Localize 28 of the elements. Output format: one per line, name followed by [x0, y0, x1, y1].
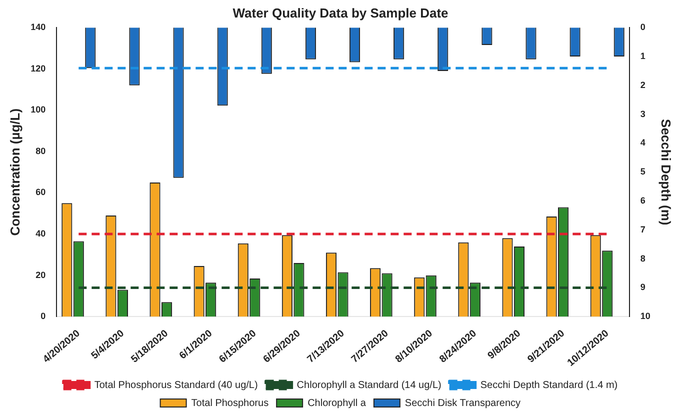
y-tick-label: 100 — [30, 104, 46, 115]
y2-tick-label: 0 — [640, 22, 646, 32]
y2-tick-label: 4 — [640, 138, 646, 148]
y2-tick-label: 1 — [640, 50, 646, 61]
y2-tick-label: 6 — [640, 196, 646, 206]
chart-title: Water Quality Data by Sample Date — [232, 5, 448, 20]
y2-tick-label: 2 — [640, 80, 646, 90]
y2-tick-label: 3 — [640, 108, 646, 119]
legend-label: Chlorophyll a Standard (14 ug/L) — [296, 380, 442, 391]
y-tick-label: 120 — [30, 63, 46, 74]
y2-axis-title: Secchi Depth (m) — [658, 119, 674, 226]
y2-tick-label: 9 — [640, 282, 646, 292]
legend-label: Chlorophyll a — [308, 398, 366, 409]
y2-tick-label: 5 — [640, 166, 646, 177]
y-axis-title: Concentration (µg/L) — [7, 108, 22, 236]
legend-label: Secchi Depth Standard (1.4 m) — [480, 380, 618, 391]
legend-label: Total Phosphorus Standard (40 ug/L) — [94, 380, 258, 391]
y-tick-label: 60 — [36, 187, 46, 198]
legend-label: Total Phosphorus — [191, 398, 269, 409]
y-tick-label: 40 — [36, 228, 46, 239]
y-tick-label: 80 — [36, 146, 46, 156]
y2-tick-label: 10 — [640, 311, 650, 322]
legend-label: Secchi Disk Transparency — [404, 398, 521, 409]
y-tick-label: 20 — [36, 270, 46, 280]
y2-tick-label: 8 — [640, 253, 646, 264]
y-tick-label: 140 — [30, 22, 46, 32]
y-tick-label: 0 — [40, 311, 46, 322]
y2-tick-label: 7 — [640, 224, 646, 234]
